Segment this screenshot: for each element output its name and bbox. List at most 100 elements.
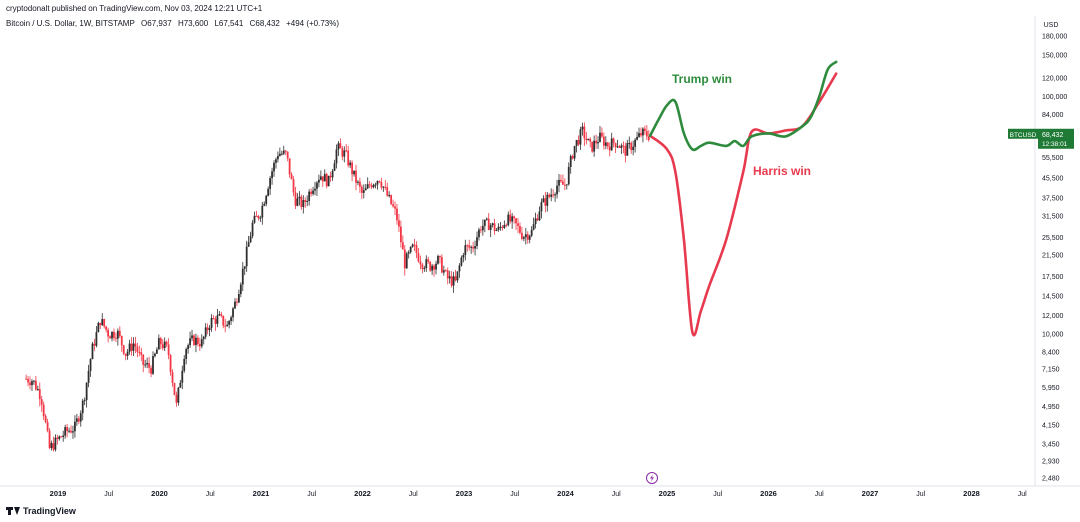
candle-body-up (210, 318, 213, 328)
candle-body-up (507, 214, 510, 226)
candle-body-up (409, 246, 412, 253)
candle-body-down (286, 151, 289, 159)
candle-body-down (46, 422, 49, 431)
time-axis: 2019 Jul 2020 Jul 2021 Jul 2022 Jul 2023 Jul 2024 J… (50, 489, 1028, 498)
candle-body-up (116, 330, 119, 339)
candle-body-down (429, 261, 432, 271)
candle-body-up (74, 421, 76, 432)
candle-body-up (534, 218, 537, 225)
candle-body-down (378, 181, 381, 183)
candle-body-up (75, 418, 78, 422)
candle-body-down (493, 223, 496, 231)
y-tick-label: 2,480 (1042, 476, 1060, 483)
candle-body-down (103, 319, 106, 327)
candle-body-up (183, 358, 186, 371)
y-tick-label: 31,500 (1042, 213, 1064, 220)
x-tick-label: Jul (713, 491, 722, 498)
candle-body-up (177, 387, 180, 403)
candle-body-down (34, 380, 37, 390)
candle-body-down (38, 389, 41, 400)
y-tick-label: 55,500 (1042, 155, 1064, 162)
y-tick-label: 14,500 (1042, 293, 1064, 300)
candle-body-up (522, 237, 525, 239)
candle-body-down (517, 223, 519, 227)
candle-body-up (230, 317, 232, 322)
candle-body-up (312, 190, 314, 194)
candle-body-down (140, 352, 143, 355)
candle-body-down (583, 126, 586, 139)
candle-body-down (519, 226, 521, 233)
candle-body-down (142, 354, 145, 365)
candle-body-down (118, 330, 121, 337)
candle-body-up (546, 194, 549, 206)
candle-body-up (36, 389, 39, 391)
candle-body-down (257, 215, 260, 219)
candle-body-up (364, 188, 367, 191)
candle-body-up (204, 327, 207, 337)
candle-body-up (85, 382, 88, 401)
candle-body-up (388, 195, 391, 197)
ohlc-change: +494 (+0.73%) (286, 19, 340, 28)
candle-body-down (396, 208, 398, 221)
candle-body-up (126, 351, 129, 356)
x-tick-label: 2025 (659, 489, 676, 498)
candle-body-down (427, 259, 430, 262)
candle-body-down (521, 232, 523, 239)
candle-body-up (234, 301, 236, 309)
candle-body-up (335, 149, 338, 164)
candle-body-down (161, 344, 164, 349)
candle-body-up (237, 294, 240, 303)
candle-body-up (556, 185, 558, 195)
candle-body-down (561, 181, 564, 185)
harris-win-label: Harris win (753, 164, 811, 178)
candle-body-up (632, 146, 635, 151)
candle-body-down (440, 257, 443, 273)
candle-body-down (48, 430, 51, 448)
candle-body-down (454, 276, 457, 281)
candle-body-down (70, 430, 72, 433)
candle-body-down (198, 344, 201, 347)
chart-grid (0, 16, 1080, 487)
x-tick-label: Jul (612, 491, 621, 498)
candle-body-down (138, 351, 141, 353)
candle-body-up (318, 179, 320, 183)
candle-body-up (68, 430, 70, 432)
candle-body-down (255, 215, 258, 217)
candle-body-up (226, 324, 229, 327)
candle-body-up (538, 211, 541, 221)
ohlc-open: O67,937 (141, 19, 172, 28)
candle-body-up (462, 255, 465, 258)
candle-body-up (302, 200, 305, 208)
candle-body-up (200, 339, 203, 347)
tradingview-brand[interactable]: TradingView (6, 506, 76, 516)
candle-body-down (169, 355, 172, 373)
candle-body-down (167, 344, 170, 356)
candle-body-down (386, 187, 389, 196)
candle-body-up (275, 159, 277, 163)
x-tick-label: Jul (1018, 491, 1027, 498)
candle-body-down (345, 150, 348, 152)
x-tick-label: Jul (206, 491, 215, 498)
candle-body-up (554, 194, 556, 196)
candle-body-down (29, 382, 31, 386)
x-tick-label: Jul (510, 491, 519, 498)
candle-body-down (612, 138, 615, 144)
candle-body-up (573, 145, 576, 159)
candle-body-up (111, 331, 113, 339)
candle-body-up (101, 319, 104, 326)
candle-body-up (202, 336, 205, 340)
candle-body-up (528, 235, 531, 240)
candle-body-down (292, 179, 295, 193)
candle-body-down (501, 226, 504, 228)
candle-body-down (624, 146, 627, 156)
ohlc-low: L67,541 (214, 19, 244, 28)
candle-body-up (435, 263, 437, 270)
candle-body-down (368, 184, 371, 186)
candle-body-up (366, 184, 369, 189)
candle-body-up (558, 179, 560, 186)
candle-body-up (273, 162, 275, 172)
y-tick-label: 45,500 (1042, 175, 1064, 182)
candle-body-up (353, 170, 355, 175)
candle-body-up (333, 163, 336, 171)
